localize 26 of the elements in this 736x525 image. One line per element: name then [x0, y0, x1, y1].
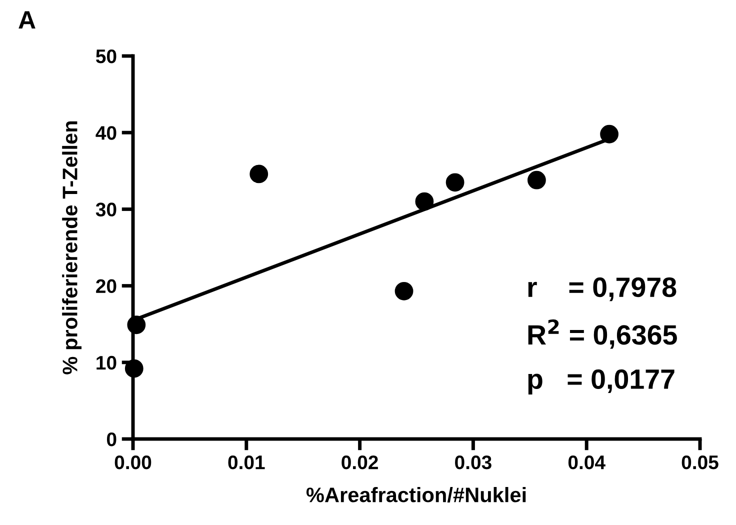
x-tick-label: 0.02 [342, 455, 378, 470]
point [415, 192, 434, 211]
point [446, 173, 464, 192]
y-tick-label: 10 [96, 356, 116, 370]
point [528, 170, 546, 190]
annotation: r = 0,7978 [528, 277, 676, 302]
y-axis-title: % proliferierende T-Zellen [62, 121, 82, 374]
x-tick-label: 0.05 [682, 455, 718, 470]
point [127, 316, 146, 334]
point [600, 124, 618, 144]
point [250, 164, 268, 184]
y-tick-label: 30 [96, 202, 116, 216]
annotation: p = 0,0177 [528, 369, 674, 394]
x-tick-label: 0.04 [568, 455, 606, 470]
y-tick-label: 50 [96, 49, 116, 64]
x-axis-title: %Areafraction/#Nuklei [306, 486, 526, 502]
y-tick-label: 20 [96, 279, 116, 294]
point [394, 282, 414, 300]
chart-title: A [18, 11, 36, 28]
y-tick-label: 0 [106, 432, 116, 446]
x-tick-label: 0.00 [114, 455, 152, 470]
y-tick-label: 40 [96, 126, 116, 140]
x-tick-label: 0.01 [228, 455, 265, 470]
x-tick-label: 0.03 [455, 455, 492, 470]
annotation: R$^{2}$ = 0,6365 [528, 319, 677, 349]
point [124, 359, 144, 378]
